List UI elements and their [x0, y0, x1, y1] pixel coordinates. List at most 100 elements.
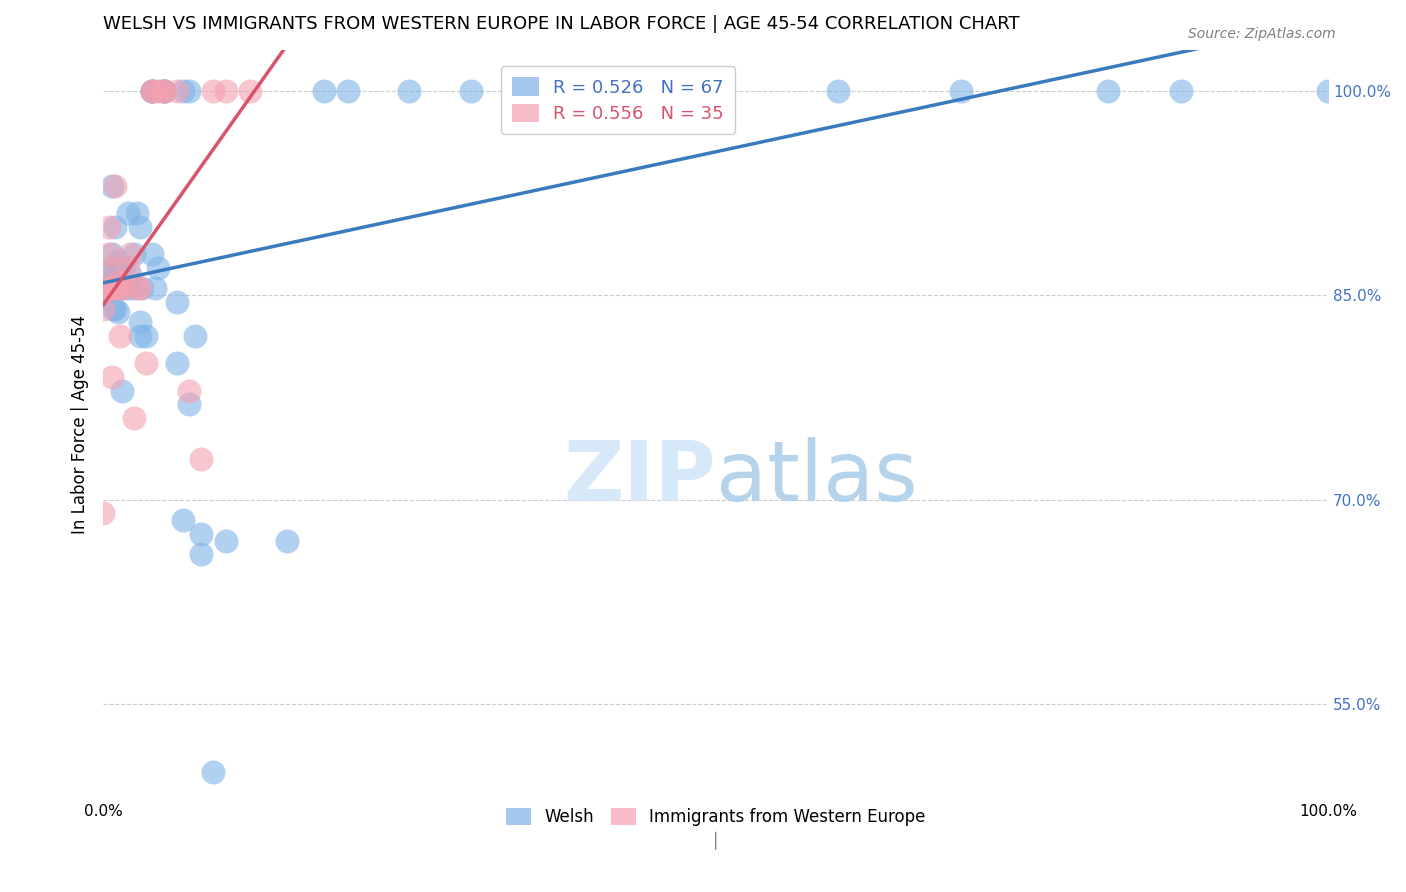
Point	[128, 315, 150, 329]
Point	[398, 84, 420, 98]
Point	[1317, 84, 1340, 98]
Point	[141, 84, 163, 98]
Point	[100, 281, 122, 295]
Point	[98, 281, 121, 295]
Point	[107, 275, 129, 289]
Point	[177, 84, 200, 98]
Point	[104, 179, 127, 194]
Point	[128, 281, 150, 295]
Point	[96, 281, 118, 295]
Point	[166, 295, 188, 310]
Point	[128, 329, 150, 343]
Point	[107, 304, 129, 318]
Point	[91, 284, 114, 298]
Point	[1170, 84, 1192, 98]
Point	[141, 84, 163, 98]
Point	[117, 206, 139, 220]
Point	[190, 526, 212, 541]
Point	[101, 301, 124, 316]
Text: atlas: atlas	[716, 437, 917, 517]
Point	[153, 84, 176, 98]
Point	[100, 281, 122, 295]
Point	[337, 84, 360, 98]
Text: Source: ZipAtlas.com: Source: ZipAtlas.com	[1188, 27, 1336, 41]
Point	[101, 281, 124, 295]
Point	[704, 84, 727, 98]
Point	[100, 179, 122, 194]
Point	[117, 281, 139, 295]
Point	[120, 247, 142, 261]
Point	[520, 84, 543, 98]
Point	[103, 281, 125, 295]
Point	[582, 84, 605, 98]
Point	[202, 84, 225, 98]
Point	[122, 247, 145, 261]
Point	[100, 260, 122, 275]
Point	[166, 356, 188, 370]
Text: ZIP: ZIP	[564, 437, 716, 517]
Point	[190, 451, 212, 466]
Point	[91, 281, 114, 295]
Point	[214, 84, 236, 98]
Point	[131, 281, 153, 295]
Point	[166, 84, 188, 98]
Point	[91, 288, 114, 302]
Legend: Welsh, Immigrants from Western Europe: Welsh, Immigrants from Western Europe	[496, 798, 935, 836]
Point	[135, 329, 157, 343]
Point	[91, 284, 114, 298]
Point	[122, 281, 145, 295]
Point	[91, 301, 114, 316]
Point	[108, 254, 131, 268]
Y-axis label: In Labor Force | Age 45-54: In Labor Force | Age 45-54	[72, 315, 89, 534]
Point	[184, 329, 207, 343]
Point	[143, 281, 166, 295]
Text: WELSH VS IMMIGRANTS FROM WESTERN EUROPE IN LABOR FORCE | AGE 45-54 CORRELATION C: WELSH VS IMMIGRANTS FROM WESTERN EUROPE …	[103, 15, 1019, 33]
Point	[153, 84, 176, 98]
Point	[98, 220, 121, 235]
Point	[107, 281, 129, 295]
Point	[91, 284, 114, 298]
Point	[110, 384, 132, 398]
Point	[108, 260, 131, 275]
Point	[98, 247, 121, 261]
Point	[104, 220, 127, 235]
Point	[108, 281, 131, 295]
Point	[949, 84, 972, 98]
Point	[110, 281, 132, 295]
Point	[110, 281, 132, 295]
Point	[141, 84, 163, 98]
Point	[141, 84, 163, 98]
Point	[127, 281, 149, 295]
Point	[110, 329, 132, 343]
Point	[91, 506, 114, 520]
Point	[460, 84, 482, 98]
Point	[111, 260, 134, 275]
Point	[1097, 84, 1119, 98]
Point	[148, 84, 170, 98]
Point	[190, 547, 212, 561]
Point	[312, 84, 335, 98]
Point	[153, 84, 176, 98]
Point	[122, 410, 145, 425]
Point	[98, 275, 121, 289]
Point	[153, 84, 176, 98]
Point	[172, 513, 194, 527]
Point	[141, 247, 163, 261]
Point	[153, 84, 176, 98]
Point	[172, 84, 194, 98]
Point	[104, 260, 127, 275]
Point	[827, 84, 849, 98]
Point	[101, 281, 124, 295]
Point	[148, 260, 170, 275]
Point	[100, 370, 122, 384]
Point	[100, 247, 122, 261]
Point	[202, 765, 225, 780]
Point	[214, 533, 236, 548]
Point	[276, 533, 298, 548]
Point	[104, 281, 127, 295]
Point	[153, 84, 176, 98]
Point	[117, 260, 139, 275]
Point	[141, 84, 163, 98]
Point	[127, 206, 149, 220]
Point	[104, 301, 127, 316]
